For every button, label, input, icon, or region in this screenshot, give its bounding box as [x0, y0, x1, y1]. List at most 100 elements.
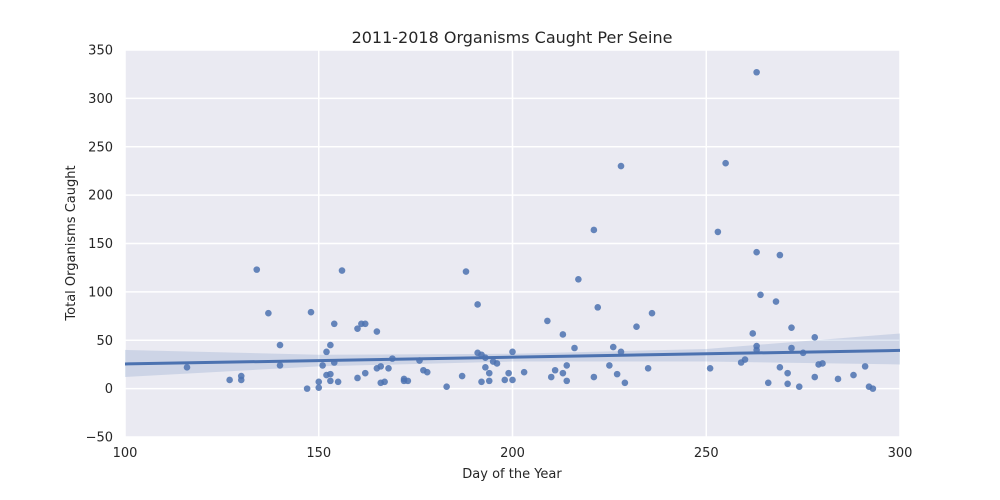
- data-point: [276, 341, 284, 349]
- data-point: [361, 369, 369, 377]
- data-point: [509, 348, 516, 356]
- y-tick-label: 250: [88, 140, 113, 155]
- data-point: [315, 384, 323, 391]
- data-point: [795, 383, 803, 390]
- data-point: [834, 375, 842, 383]
- grid-lines: [124, 49, 901, 438]
- data-point: [706, 365, 714, 372]
- data-point: [319, 362, 326, 369]
- data-point: [303, 385, 311, 392]
- chart-title: 2011-2018 Organisms Caught Per Seine: [352, 28, 673, 47]
- data-point: [617, 162, 625, 170]
- data-point: [377, 363, 385, 370]
- y-tick-label: −50: [86, 431, 113, 446]
- data-point: [811, 373, 819, 381]
- data-point: [594, 304, 602, 311]
- x-tick-label: 200: [500, 446, 525, 461]
- data-point: [354, 374, 361, 382]
- x-tick-label: 150: [306, 446, 331, 461]
- data-point: [485, 377, 493, 385]
- data-point: [609, 343, 617, 351]
- data-point: [644, 365, 652, 372]
- data-point: [404, 377, 412, 385]
- data-point: [315, 378, 323, 386]
- data-point: [757, 291, 764, 299]
- data-point: [334, 378, 342, 386]
- data-point: [520, 368, 528, 376]
- data-point: [749, 330, 757, 337]
- data-point: [474, 301, 481, 308]
- data-point: [462, 268, 470, 275]
- data-point: [563, 377, 571, 385]
- data-point: [741, 356, 749, 363]
- y-axis-ticks: −50 0 50 100 150 200 250 300 350: [86, 44, 113, 446]
- data-point: [551, 366, 559, 374]
- data-points: [183, 68, 877, 392]
- data-point: [559, 331, 567, 338]
- data-point: [323, 348, 330, 356]
- x-axis-ticks: 100 150 200 250 300: [113, 446, 913, 461]
- data-point: [571, 344, 578, 352]
- x-tick-label: 300: [888, 446, 913, 461]
- data-point: [478, 378, 485, 386]
- data-point: [784, 380, 791, 388]
- data-point: [385, 365, 392, 372]
- data-point: [482, 364, 489, 371]
- data-point: [338, 267, 346, 274]
- data-point: [590, 226, 598, 234]
- data-point: [788, 324, 795, 331]
- data-point: [458, 372, 466, 380]
- data-point: [819, 360, 826, 367]
- data-point: [776, 364, 784, 371]
- y-tick-label: 200: [88, 189, 113, 204]
- data-point: [563, 362, 571, 369]
- data-point: [327, 377, 334, 385]
- data-point: [575, 275, 582, 283]
- data-point: [509, 376, 516, 384]
- data-point: [485, 369, 493, 377]
- data-point: [613, 370, 621, 378]
- data-point: [633, 323, 640, 331]
- data-point: [788, 344, 795, 352]
- y-tick-label: 0: [105, 382, 113, 397]
- data-point: [276, 362, 284, 369]
- data-point: [617, 348, 625, 356]
- confidence-band: [125, 333, 900, 378]
- data-point: [354, 325, 361, 332]
- data-point: [753, 248, 760, 256]
- data-point: [501, 376, 509, 384]
- data-point: [722, 159, 729, 167]
- data-point: [423, 368, 431, 376]
- data-point: [714, 228, 722, 236]
- data-point: [621, 379, 629, 387]
- data-point: [330, 320, 338, 328]
- data-point: [493, 360, 501, 367]
- data-point: [850, 371, 857, 379]
- data-point: [776, 251, 784, 259]
- data-point: [373, 328, 381, 335]
- x-tick-label: 100: [113, 446, 138, 461]
- y-tick-label: 350: [88, 44, 113, 59]
- data-point: [505, 369, 512, 377]
- data-point: [606, 362, 613, 369]
- y-axis-label: Total Organisms Caught: [64, 165, 79, 321]
- data-point: [237, 376, 245, 384]
- data-point: [869, 385, 877, 392]
- data-point: [544, 317, 551, 325]
- data-point: [772, 298, 780, 305]
- data-point: [327, 370, 334, 378]
- data-point: [784, 369, 791, 377]
- data-point: [327, 341, 334, 349]
- data-point: [183, 364, 191, 371]
- data-point: [443, 383, 450, 390]
- regression-line: [124, 348, 901, 366]
- data-point: [226, 376, 233, 384]
- y-tick-label: 100: [88, 285, 113, 300]
- data-point: [811, 334, 819, 341]
- data-point: [307, 308, 315, 316]
- data-point: [590, 373, 598, 381]
- data-point: [253, 266, 261, 273]
- y-tick-label: 300: [88, 92, 113, 107]
- data-point: [753, 68, 760, 76]
